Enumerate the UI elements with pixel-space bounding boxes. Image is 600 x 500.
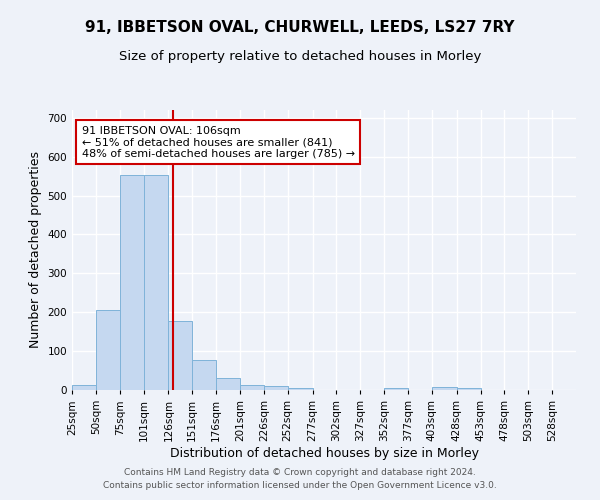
Bar	[288, 388, 313, 390]
Bar	[72, 386, 96, 390]
Text: 91, IBBETSON OVAL, CHURWELL, LEEDS, LS27 7RY: 91, IBBETSON OVAL, CHURWELL, LEEDS, LS27…	[85, 20, 515, 35]
Bar	[457, 388, 481, 390]
Text: Contains HM Land Registry data © Crown copyright and database right 2024.
Contai: Contains HM Land Registry data © Crown c…	[103, 468, 497, 490]
Bar	[192, 360, 216, 390]
Text: Size of property relative to detached houses in Morley: Size of property relative to detached ho…	[119, 50, 481, 63]
Bar	[143, 175, 169, 390]
Bar	[264, 386, 288, 390]
Bar	[240, 386, 264, 390]
Y-axis label: Number of detached properties: Number of detached properties	[29, 152, 42, 348]
Bar	[169, 321, 192, 390]
Bar	[432, 387, 457, 390]
Bar	[120, 175, 143, 390]
Bar	[96, 310, 120, 390]
Bar	[384, 388, 408, 390]
Text: 91 IBBETSON OVAL: 106sqm
← 51% of detached houses are smaller (841)
48% of semi-: 91 IBBETSON OVAL: 106sqm ← 51% of detach…	[82, 126, 355, 159]
Bar	[216, 378, 240, 390]
X-axis label: Distribution of detached houses by size in Morley: Distribution of detached houses by size …	[170, 446, 479, 460]
